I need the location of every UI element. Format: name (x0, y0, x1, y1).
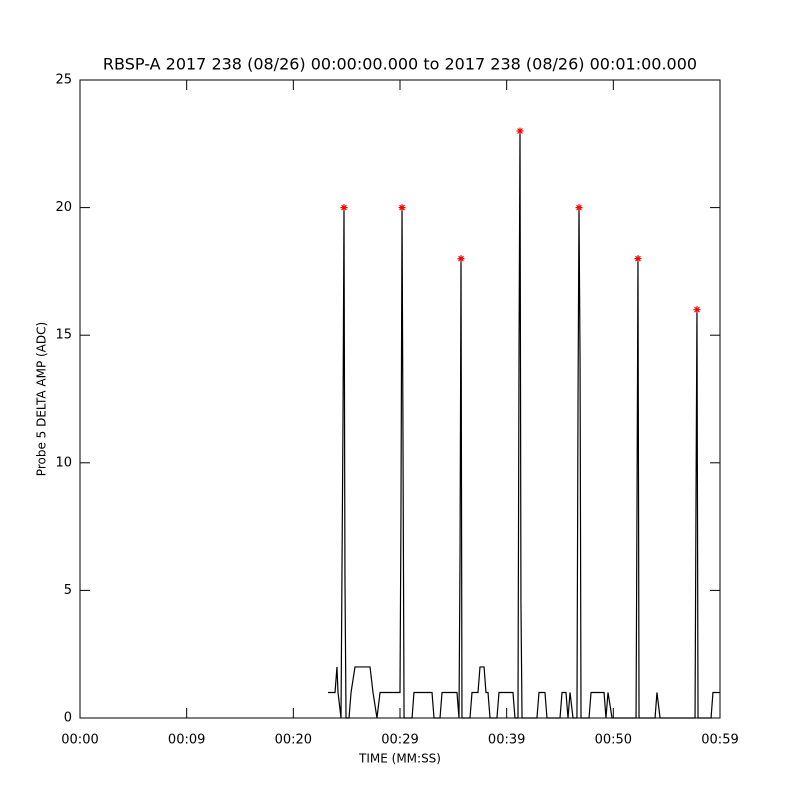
y-tick-label: 10 (55, 455, 72, 470)
y-tick-label: 20 (55, 200, 72, 215)
y-tick-label: 25 (55, 73, 72, 88)
x-tick-label: 00:39 (488, 733, 525, 748)
chart-title: RBSP-A 2017 238 (08/26) 00:00:00.000 to … (103, 55, 697, 74)
peak-marker (516, 127, 524, 135)
peak-marker (340, 204, 348, 212)
x-tick-label: 00:20 (275, 733, 312, 748)
y-tick-label: 0 (64, 711, 72, 726)
peak-marker (575, 204, 583, 212)
peak-marker (398, 204, 406, 212)
y-tick-label: 15 (55, 328, 72, 343)
x-axis-label: TIME (MM:SS) (358, 752, 441, 766)
x-tick-label: 00:50 (595, 733, 632, 748)
y-tick-label: 5 (64, 583, 72, 598)
peak-marker (457, 255, 465, 263)
y-axis-label: Probe 5 DELTA AMP (ADC) (35, 322, 49, 476)
data-line (328, 131, 720, 719)
x-tick-label: 00:00 (61, 733, 98, 748)
x-tick-label: 00:29 (381, 733, 418, 748)
peak-marker (634, 255, 642, 263)
x-tick-label: 00:59 (701, 733, 738, 748)
x-tick-label: 00:09 (168, 733, 205, 748)
peak-marker (693, 306, 701, 314)
